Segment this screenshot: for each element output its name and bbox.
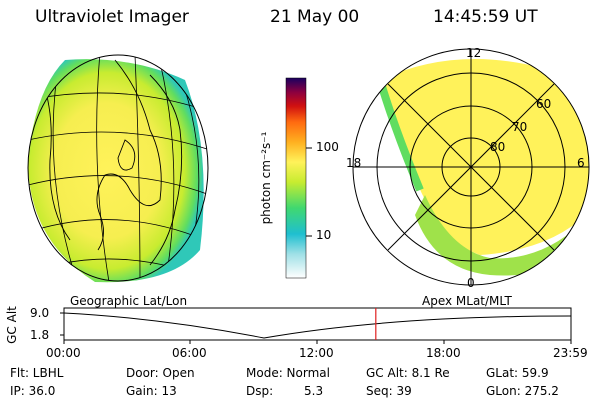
mlt-label-6: 6 bbox=[577, 156, 585, 170]
status-seq: Seq: 39 bbox=[366, 384, 412, 398]
lat-label-80: 80 bbox=[490, 140, 506, 154]
mlt-label-12: 12 bbox=[466, 46, 482, 60]
geographic-image bbox=[26, 54, 210, 283]
timeline-right-title: Apex MLat/MLT bbox=[422, 294, 512, 308]
timeline-ytick-9: 9.0 bbox=[30, 306, 50, 320]
polar-plot bbox=[352, 48, 590, 286]
timeline-left-title: Geographic Lat/Lon bbox=[70, 294, 188, 308]
timeline-xtick-2359: 23:59 bbox=[553, 346, 588, 360]
colorbar-tick-10: 10 bbox=[316, 228, 332, 242]
status-gain: Gain: 13 bbox=[126, 384, 177, 398]
status-dsp-value: 5.3 bbox=[304, 384, 324, 398]
colorbar-unit-label: photon cm⁻²s⁻¹ bbox=[259, 131, 273, 225]
status-flt: Flt: LBHL bbox=[10, 366, 64, 380]
timeline-axis-label: GC Alt bbox=[5, 306, 19, 344]
timeline-xtick-1200: 12:00 bbox=[299, 346, 334, 360]
instrument-title: Ultraviolet Imager bbox=[35, 7, 189, 27]
colorbar bbox=[285, 77, 312, 279]
date-label: 21 May 00 bbox=[270, 7, 360, 27]
timeline-xtick-0000: 00:00 bbox=[46, 346, 81, 360]
time-label: 14:45:59 UT bbox=[433, 7, 538, 27]
status-gc-alt: GC Alt: 8.1 Re bbox=[366, 366, 450, 380]
timeline-xtick-0600: 06:00 bbox=[172, 346, 207, 360]
lat-label-70: 70 bbox=[512, 120, 528, 134]
status-glon: GLon: 275.2 bbox=[486, 384, 559, 398]
status-dsp-label: Dsp: bbox=[246, 384, 274, 398]
timeline-xtick-1800: 18:00 bbox=[426, 346, 461, 360]
status-door: Door: Open bbox=[126, 366, 195, 380]
status-ip: IP: 36.0 bbox=[10, 384, 56, 398]
colorbar-tick-100: 100 bbox=[316, 140, 339, 154]
timeline-ytick-1-8: 1.8 bbox=[30, 328, 50, 342]
lat-label-60: 60 bbox=[536, 97, 552, 111]
status-mode: Mode: Normal bbox=[246, 366, 330, 380]
status-glat: GLat: 59.9 bbox=[486, 366, 549, 380]
timeline-plot bbox=[60, 307, 572, 344]
mlt-label-18: 18 bbox=[346, 156, 362, 170]
mlt-label-0: 0 bbox=[467, 276, 475, 290]
